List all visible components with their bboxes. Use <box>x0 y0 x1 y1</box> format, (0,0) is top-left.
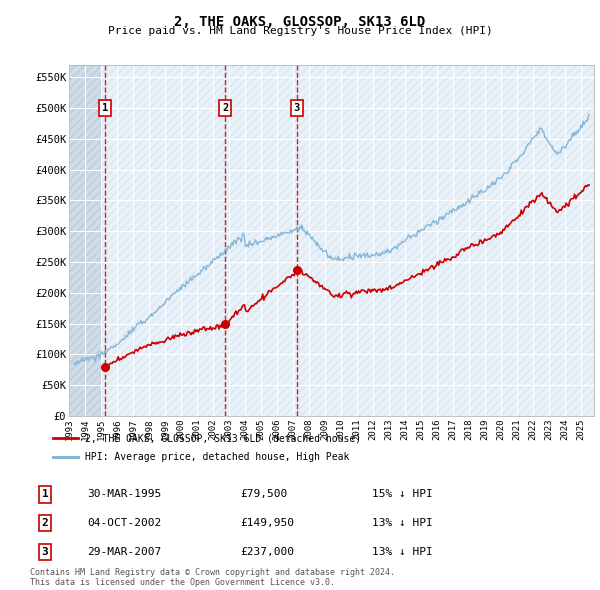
Text: 15% ↓ HPI: 15% ↓ HPI <box>372 490 433 499</box>
Text: 2, THE OAKS, GLOSSOP, SK13 6LD: 2, THE OAKS, GLOSSOP, SK13 6LD <box>175 15 425 29</box>
Text: 3: 3 <box>41 548 49 557</box>
Text: 29-MAR-2007: 29-MAR-2007 <box>87 548 161 557</box>
Text: 13% ↓ HPI: 13% ↓ HPI <box>372 548 433 557</box>
Text: £149,950: £149,950 <box>240 519 294 528</box>
Text: Price paid vs. HM Land Registry's House Price Index (HPI): Price paid vs. HM Land Registry's House … <box>107 26 493 36</box>
Text: HPI: Average price, detached house, High Peak: HPI: Average price, detached house, High… <box>85 452 350 461</box>
Text: 3: 3 <box>294 103 300 113</box>
Text: 1: 1 <box>102 103 108 113</box>
Text: 04-OCT-2002: 04-OCT-2002 <box>87 519 161 528</box>
Text: £79,500: £79,500 <box>240 490 287 499</box>
Text: 2, THE OAKS, GLOSSOP, SK13 6LD (detached house): 2, THE OAKS, GLOSSOP, SK13 6LD (detached… <box>85 433 361 443</box>
Text: This data is licensed under the Open Government Licence v3.0.: This data is licensed under the Open Gov… <box>30 578 335 587</box>
Text: 1: 1 <box>41 490 49 499</box>
Text: 2: 2 <box>41 519 49 528</box>
Text: Contains HM Land Registry data © Crown copyright and database right 2024.: Contains HM Land Registry data © Crown c… <box>30 568 395 577</box>
Text: 2: 2 <box>222 103 228 113</box>
Text: £237,000: £237,000 <box>240 548 294 557</box>
Text: 30-MAR-1995: 30-MAR-1995 <box>87 490 161 499</box>
Text: 13% ↓ HPI: 13% ↓ HPI <box>372 519 433 528</box>
